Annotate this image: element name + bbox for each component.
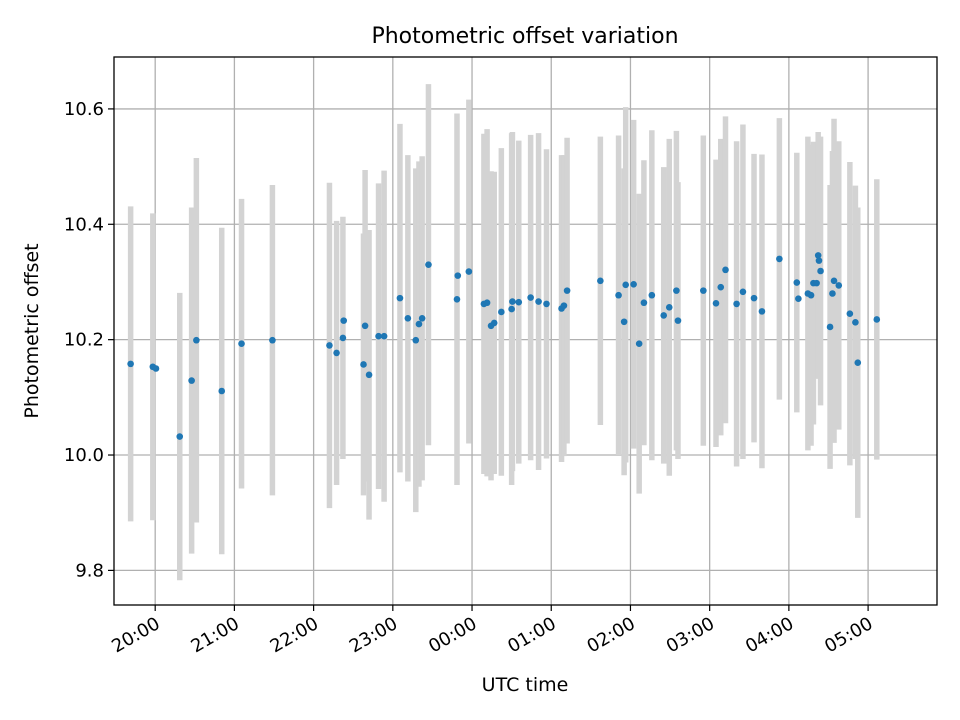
data-point: [830, 277, 838, 285]
data-point: [498, 308, 505, 316]
data-point: [776, 255, 783, 263]
data-point: [846, 310, 854, 317]
y-tick-label: 10.2: [64, 330, 104, 351]
data-point: [622, 281, 630, 289]
data-point: [826, 323, 834, 331]
data-point: [674, 317, 682, 324]
data-point: [758, 308, 766, 315]
data-point: [415, 320, 423, 328]
data-point: [717, 283, 725, 291]
data-point: [630, 280, 637, 288]
data-point: [835, 282, 843, 289]
y-tick-label: 10.6: [64, 99, 104, 120]
y-tick-label: 9.8: [75, 560, 104, 581]
y-axis-label: Photometric offset: [21, 243, 43, 418]
data-point: [807, 291, 815, 299]
data-point: [829, 290, 836, 297]
data-point: [483, 299, 491, 307]
data-point: [193, 336, 200, 344]
plot-frame: [113, 56, 938, 606]
data-point: [188, 377, 195, 384]
data-point: [543, 300, 550, 308]
data-point: [127, 360, 134, 368]
data-point: [733, 300, 740, 308]
grid-layer: [114, 57, 937, 605]
data-point: [375, 332, 382, 340]
data-point: [425, 261, 432, 268]
data-point: [873, 316, 881, 323]
data-point: [712, 300, 720, 307]
data-point: [527, 294, 534, 301]
data-point: [152, 365, 160, 372]
data-point: [361, 322, 369, 330]
data-point: [817, 267, 824, 275]
data-point: [795, 295, 802, 302]
data-point: [333, 349, 340, 357]
data-point: [750, 294, 758, 302]
data-point: [269, 336, 276, 344]
data-point: [793, 279, 801, 286]
data-point: [453, 295, 461, 303]
data-point: [620, 318, 628, 326]
data-point: [635, 340, 643, 347]
point-layer: [127, 252, 881, 440]
data-point: [396, 294, 404, 302]
data-point: [640, 299, 648, 307]
data-point: [360, 361, 367, 368]
data-point: [326, 342, 333, 349]
data-point: [404, 315, 412, 322]
data-point: [722, 266, 729, 274]
data-point: [509, 298, 516, 305]
data-point: [814, 252, 822, 259]
data-point: [339, 334, 347, 342]
data-point: [854, 359, 862, 367]
data-point: [365, 371, 373, 379]
data-point: [615, 291, 622, 299]
data-point: [813, 279, 820, 287]
data-point: [418, 315, 426, 322]
data-point: [454, 272, 462, 279]
data-point: [648, 291, 656, 299]
data-point: [490, 319, 498, 327]
data-point: [700, 287, 707, 294]
data-point: [660, 312, 668, 319]
data-point: [665, 304, 673, 311]
data-point: [238, 340, 245, 347]
data-point: [508, 305, 515, 313]
data-point: [176, 433, 184, 440]
y-tick-label: 10.0: [64, 445, 104, 466]
data-point: [535, 298, 542, 305]
data-point: [218, 387, 226, 395]
x-axis-label: UTC time: [482, 674, 569, 696]
data-point: [563, 287, 571, 294]
data-point: [673, 287, 680, 294]
data-point: [465, 268, 473, 275]
data-point: [340, 317, 348, 324]
data-point: [815, 257, 823, 264]
data-point: [852, 319, 859, 326]
data-point: [515, 298, 523, 306]
y-axis: 9.8 10.0 10.2 10.4 10.6: [64, 99, 114, 581]
y-tick-label: 10.4: [64, 214, 104, 235]
data-point: [380, 332, 388, 340]
data-point: [412, 336, 420, 344]
data-point: [560, 302, 568, 309]
data-point: [739, 288, 747, 296]
chart-title: Photometric offset variation: [371, 24, 678, 49]
data-point: [597, 277, 604, 285]
